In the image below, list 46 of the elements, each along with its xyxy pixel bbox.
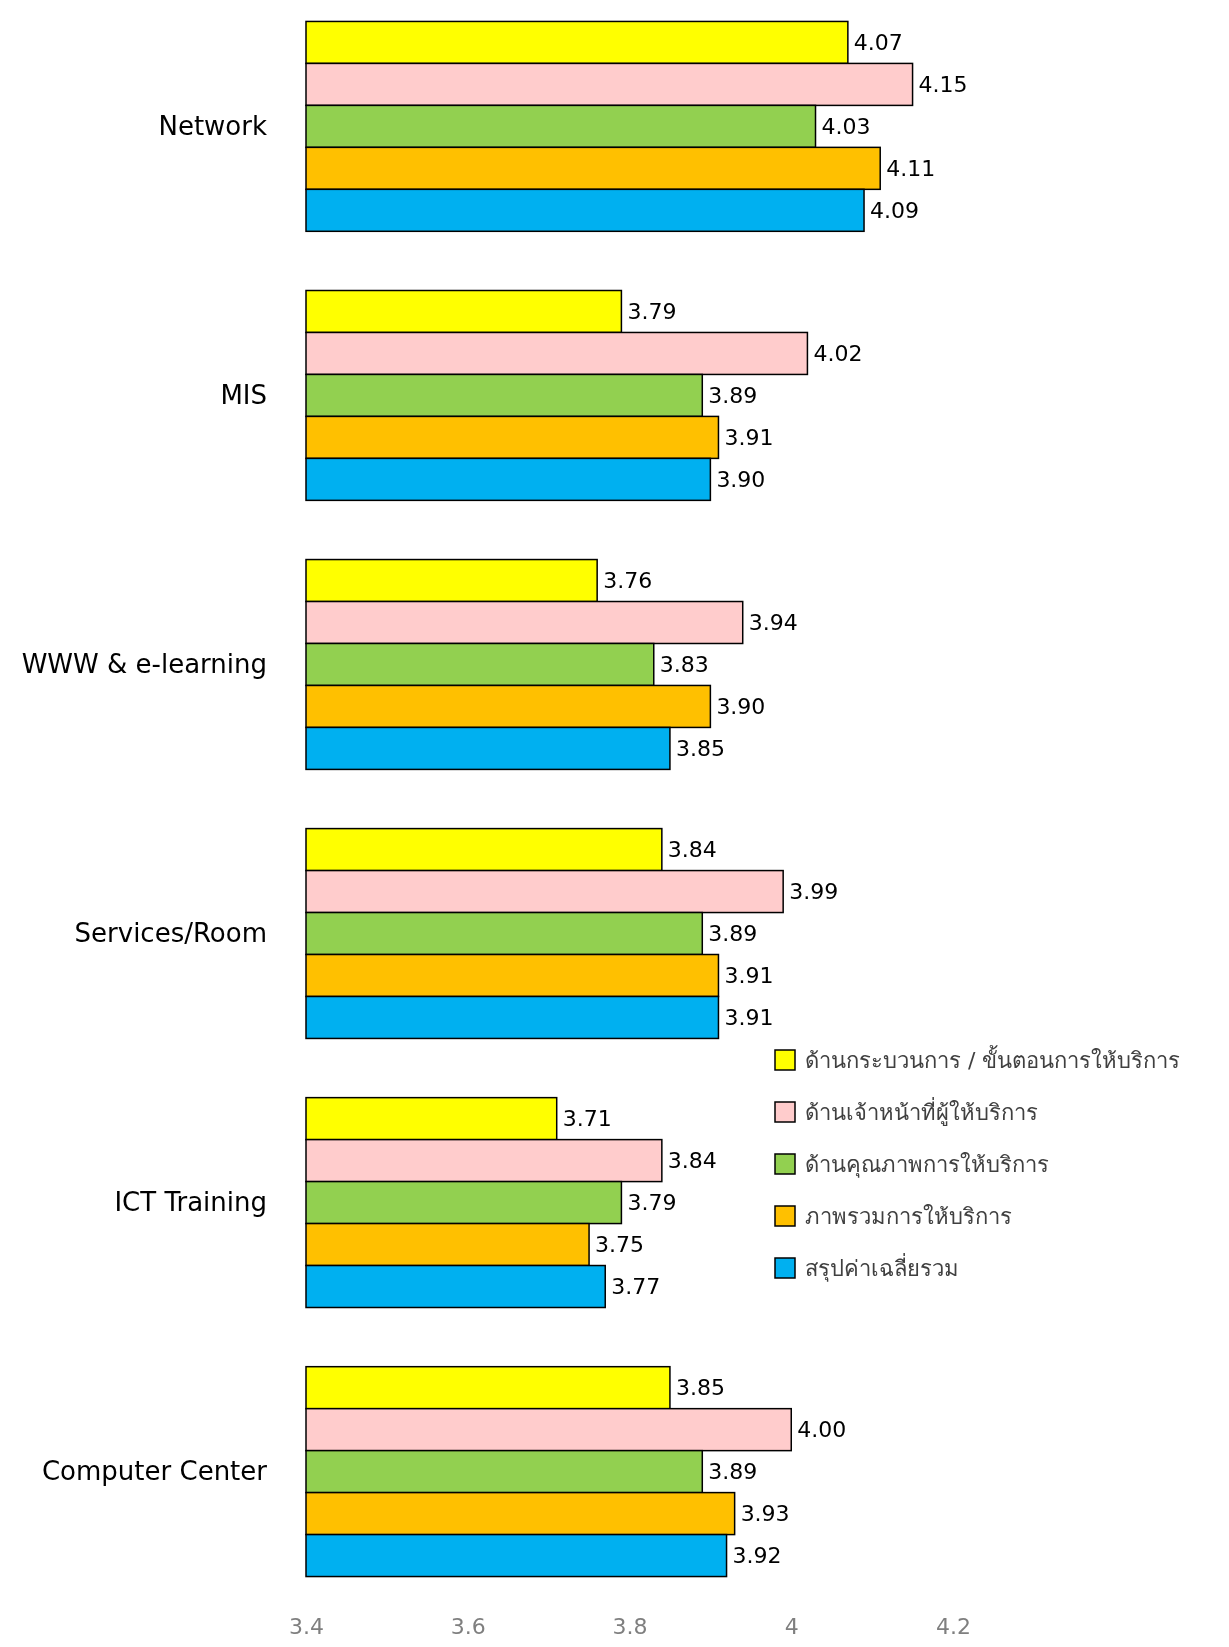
data-label: 4.03 [821, 114, 871, 140]
data-label: 3.93 [740, 1501, 790, 1527]
data-label: 3.85 [675, 1375, 725, 1401]
data-label: 3.84 [667, 837, 717, 863]
legend-label: ภาพรวมการให้บริการ [805, 1203, 1012, 1229]
x-tick-label: 3.8 [612, 1613, 648, 1639]
data-label: 3.91 [724, 963, 774, 989]
x-tick-label: 4.2 [936, 1613, 971, 1639]
legend-label: ด้านเจ้าหน้าที่ผู้ให้บริการ [805, 1096, 1038, 1126]
data-label: 3.91 [724, 425, 774, 451]
data-label: 3.83 [659, 652, 709, 678]
x-tick-label: 3.6 [450, 1613, 486, 1639]
x-tick-label: 4 [784, 1613, 799, 1639]
data-label: 3.79 [627, 1190, 677, 1216]
y-tick-label: ICT Training [114, 1186, 267, 1217]
legend-label: สรุปค่าเฉลี่ยรวม [805, 1252, 959, 1282]
data-label: 4.02 [813, 341, 863, 367]
data-label: 3.76 [603, 568, 653, 594]
y-tick-label: Computer Center [41, 1455, 268, 1486]
legend-label: ด้านคุณภาพการให้บริการ [805, 1151, 1049, 1178]
y-tick-label: Network [158, 110, 267, 141]
data-label: 4.09 [870, 198, 920, 224]
data-label: 3.92 [732, 1543, 782, 1569]
data-label: 3.84 [667, 1148, 717, 1174]
data-label: 4.11 [886, 156, 936, 182]
y-tick-label: Services/Room [74, 917, 267, 948]
data-label: 4.00 [797, 1417, 847, 1443]
data-label: 4.15 [918, 72, 968, 98]
data-label: 3.90 [716, 694, 766, 720]
data-label: 3.99 [789, 879, 839, 905]
data-label: 3.89 [708, 1459, 758, 1485]
data-label: 3.91 [724, 1005, 774, 1031]
data-label: 3.94 [748, 610, 798, 636]
x-tick-label: 3.4 [289, 1613, 324, 1639]
data-label: 3.77 [611, 1274, 661, 1300]
data-label: 3.75 [595, 1232, 645, 1258]
y-tick-label: WWW & e-learning [21, 648, 267, 679]
data-label: 3.79 [627, 299, 677, 325]
data-label: 3.89 [708, 383, 758, 409]
y-tick-label: MIS [220, 379, 267, 410]
legend-label: ด้านกระบวนการ / ขั้นตอนการให้บริการ [805, 1044, 1181, 1073]
data-label: 3.85 [675, 736, 725, 762]
data-label: 3.71 [562, 1106, 612, 1132]
data-label: 3.90 [716, 467, 766, 493]
data-label: 4.07 [853, 30, 903, 56]
data-label: 3.89 [708, 921, 758, 947]
